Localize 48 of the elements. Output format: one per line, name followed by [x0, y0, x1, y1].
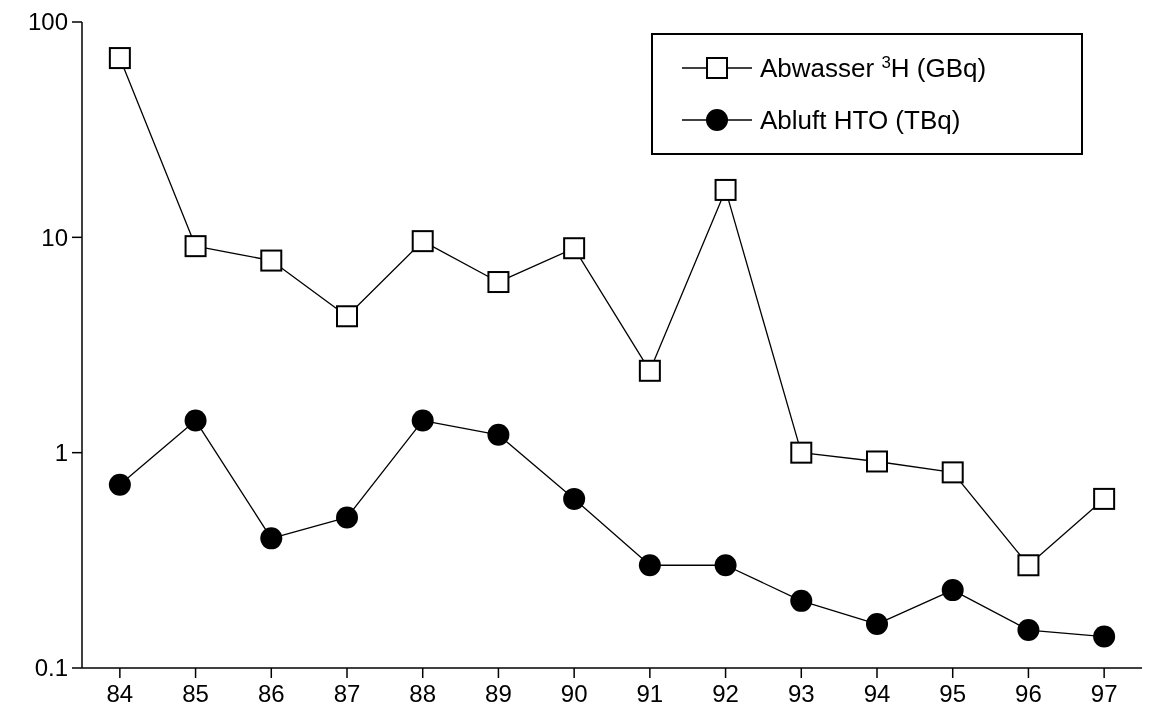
point [714, 178, 737, 201]
point [941, 579, 964, 602]
point [563, 237, 586, 260]
point [790, 441, 813, 464]
point [563, 487, 586, 510]
point [941, 461, 964, 484]
x-tick-label: 95 [939, 680, 967, 707]
point [714, 554, 737, 577]
x-tick-label: 84 [106, 680, 134, 707]
x-tick-label: 94 [863, 680, 891, 707]
x-tick-label: 90 [560, 680, 588, 707]
point [790, 589, 813, 612]
x-tick-label: 92 [712, 680, 739, 707]
point [638, 554, 661, 577]
point [184, 235, 207, 258]
x-tick-label: 96 [1015, 680, 1042, 707]
point [336, 506, 358, 529]
point [866, 450, 888, 473]
y-tick-label: 10 [41, 223, 68, 251]
x-tick-label: 85 [182, 680, 209, 707]
x-tick-label: 91 [636, 680, 664, 707]
point [638, 359, 661, 382]
point [411, 230, 434, 253]
x-tick-label: 87 [333, 680, 361, 707]
point [260, 527, 283, 550]
point [411, 409, 434, 432]
y-tick-label: 0.1 [34, 654, 68, 682]
point [1017, 554, 1040, 577]
point [487, 271, 510, 294]
point [1093, 487, 1116, 510]
x-tick-label: 97 [1090, 680, 1118, 707]
point [1017, 619, 1040, 642]
x-tick-label: 88 [409, 680, 437, 707]
x-tick-label: 93 [787, 680, 815, 707]
legend-label: Abwasser $^{3}$H (GBq) [760, 52, 987, 84]
point [1093, 625, 1116, 648]
point [260, 249, 283, 272]
point [866, 613, 888, 636]
point [108, 47, 131, 70]
point [336, 305, 358, 328]
y-tick-label: 1 [54, 439, 68, 467]
x-tick-label: 89 [485, 680, 512, 707]
y-tick-label: 100 [27, 8, 68, 36]
point [487, 423, 510, 446]
legend-label: Abluft HTO (TBq) [760, 105, 961, 136]
x-tick-label: 86 [257, 680, 285, 707]
point [108, 473, 131, 496]
point [184, 409, 207, 432]
